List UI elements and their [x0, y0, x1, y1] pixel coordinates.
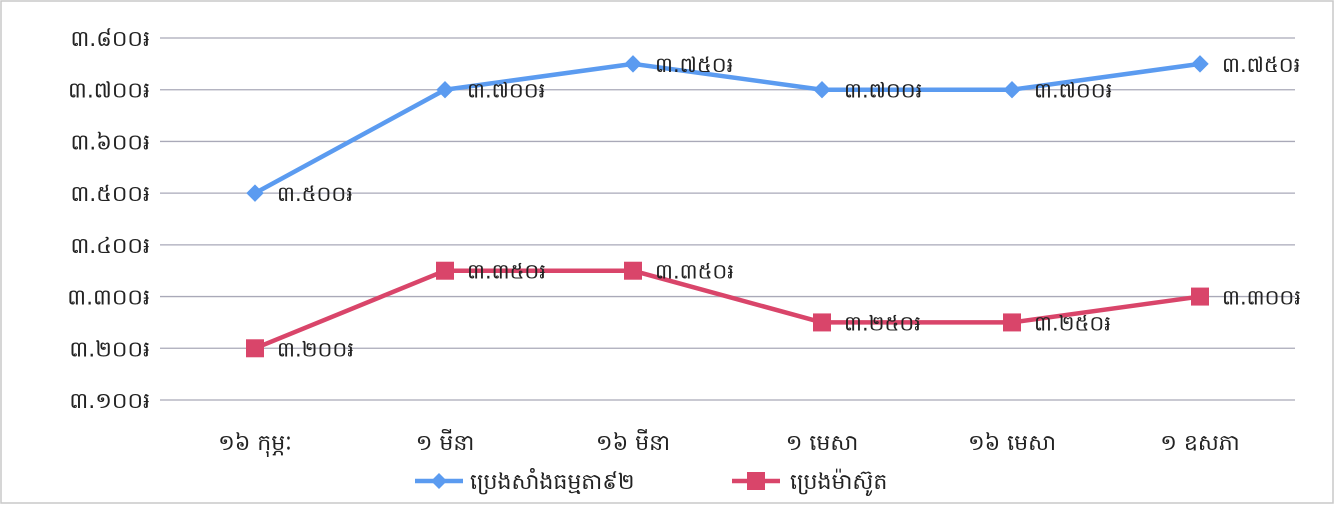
data-point [436, 261, 454, 280]
series-line [252, 268, 1203, 351]
gridlines [160, 37, 1295, 401]
x-tick-label: ១៦ មីនា [596, 429, 670, 456]
y-tick-label: ៣.៨០០៛ [70, 27, 150, 52]
data-point [436, 81, 454, 99]
data-label: ៣.៧៥០៛ [655, 53, 733, 77]
legend-label: ប្រេងម៉ាស៊ូត [790, 468, 887, 496]
data-label: ៣.៧០០៛ [844, 79, 922, 103]
data-point [624, 261, 642, 280]
data-point [1191, 287, 1209, 306]
legend: ប្រេងសាំងធម្មតា៩២ ប្រេងម៉ាស៊ូត [415, 468, 887, 496]
data-label: ៣.២៥០៛ [1034, 311, 1111, 335]
data-label: ៣.៥០០៛ [277, 182, 353, 206]
x-tick-label: ១ ឧសភា [1160, 431, 1240, 456]
data-label: ៣.២៥០៛ [844, 311, 921, 335]
y-tick-label: ៣.៥០០៛ [70, 182, 150, 207]
series-line [252, 61, 1203, 196]
legend-item-2: ប្រេងម៉ាស៊ូត [732, 468, 887, 496]
data-point [246, 339, 264, 358]
data-label: ៣.២០០៛ [277, 337, 354, 361]
series-2: ៣.២០០៛ ៣.៣៥០៛ ៣.៣៥០៛៣.២៥០៛ ៣.២៥០៛ ៣.៣០០៛ [246, 260, 1301, 361]
data-label: ៣.៣៥០៛ [467, 260, 546, 284]
data-label: ៣.៧០០៛ [1034, 79, 1112, 103]
data-point [624, 55, 642, 73]
y-tick-label: ៣.៦០០៛ [70, 130, 150, 155]
data-label: ៣.៧៥០៛ [1222, 53, 1300, 77]
x-tick-label: ១ មេសា [786, 431, 859, 456]
data-label: ៣.៣៥០៛ [655, 260, 734, 284]
y-tick-label: ៣.៧០០៛ [68, 79, 150, 104]
data-point [813, 313, 831, 332]
data-point [1191, 55, 1209, 73]
legend-marker [747, 472, 765, 490]
series-layer: ៣.៥០០៛ ៣.៧០០៛ ៣.៧៥០៛៣.៧០០៛ ៣.៧០០៛ ៣.៧៥០៛៣.២០… [246, 53, 1301, 361]
legend-marker [431, 473, 447, 489]
x-tick-label: ១ មីនា [416, 429, 475, 456]
series-1: ៣.៥០០៛ ៣.៧០០៛ ៣.៧៥០៛៣.៧០០៛ ៣.៧០០៛ ៣.៧៥០៛ [246, 53, 1300, 206]
y-tick-label: ៣.៤០០៛ [70, 234, 150, 259]
y-tick-label: ៣.៣០០៛ [67, 286, 150, 311]
x-axis: ១៦ កុម្ភៈ ១ មីនា ១៦ មីនា ១ មេសា ១៦ មេសា ១ ឧសភ… [218, 429, 1240, 457]
y-tick-label: ៣.២០០៛ [69, 337, 150, 362]
data-label: ៣.៧០០៛ [467, 79, 545, 103]
x-tick-label: ១៦ មេសា [968, 431, 1056, 456]
y-tick-label: ៣.១០០៛ [69, 389, 150, 414]
legend-label: ប្រេងសាំងធម្មតា៩២ [470, 468, 634, 495]
data-label: ៣.៣០០៛ [1222, 286, 1301, 310]
data-point [813, 81, 831, 99]
data-point [1003, 313, 1021, 332]
data-point [246, 184, 264, 202]
x-tick-label: ១៦ កុម្ភៈ [218, 431, 292, 457]
y-axis: ៣.១០០៛ ៣.២០០៛ ៣.៣០០៛ ៣.៤០០៛ ៣.៥០០៛ ៣.៦០០៛ ៣.៧០… [67, 27, 150, 414]
data-point [1003, 81, 1021, 99]
legend-item-1: ប្រេងសាំងធម្មតា៩២ [415, 468, 634, 495]
